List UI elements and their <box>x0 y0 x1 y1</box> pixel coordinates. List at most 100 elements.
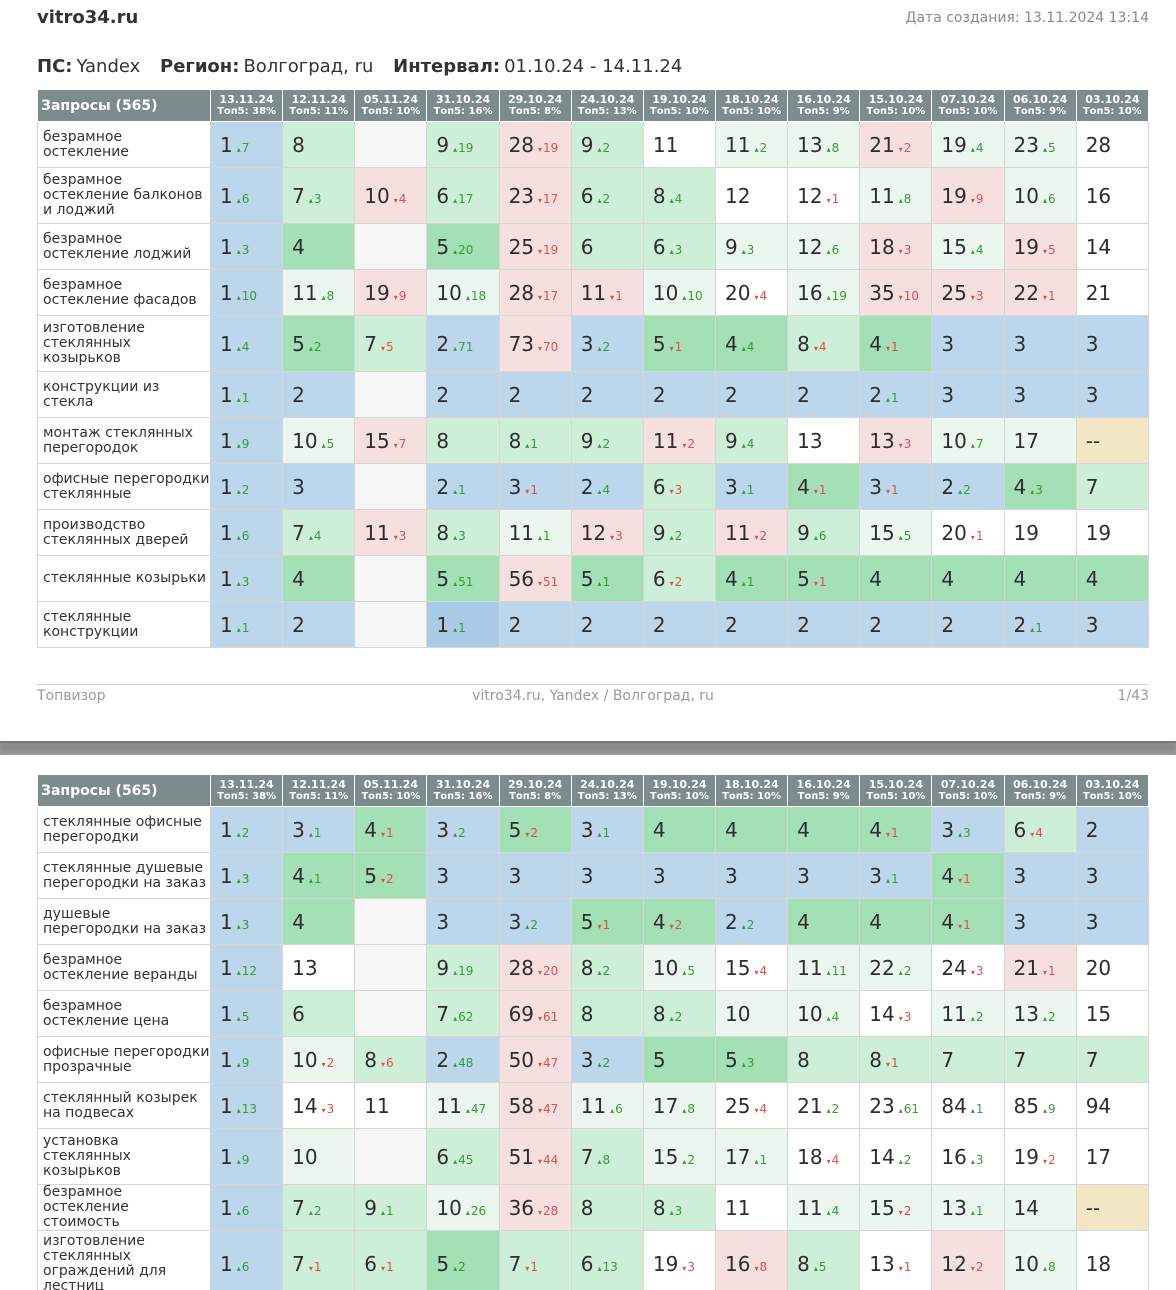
date-column-header[interactable]: 29.10.24 Топ5: 8% <box>498 774 572 807</box>
date-column-header[interactable]: 19.10.24 Топ5: 10% <box>642 774 716 807</box>
position-cell: 16 <box>209 167 284 224</box>
column-date: 24.10.24 <box>580 92 635 106</box>
date-column-header[interactable]: 16.10.24 Топ5: 9% <box>787 774 861 807</box>
date-column-header[interactable]: 31.10.24 Топ5: 16% <box>426 89 500 122</box>
table-row: стеклянные душевые перегородки на заказ 1… <box>37 852 1150 899</box>
created-date: Дата создания: 13.11.2024 13:14 <box>905 10 1149 26</box>
query-cell[interactable]: офисные перегородки прозрачные <box>37 1036 211 1083</box>
date-column-header[interactable]: 15.10.24 Топ5: 10% <box>859 774 933 807</box>
position-rise-delta: 61 <box>899 1102 919 1116</box>
report-page-1: vitro34.ru Дата создания: 13.11.2024 13:… <box>37 7 1150 704</box>
query-cell[interactable]: безрамное остекление лоджий <box>37 223 211 270</box>
query-cell[interactable]: безрамное остекление стоимость <box>37 1184 211 1231</box>
date-column-header[interactable]: 12.11.24 Топ5: 11% <box>282 89 356 122</box>
query-cell[interactable]: установка стеклянных козырьков <box>37 1128 211 1185</box>
position-value: 3 <box>1085 382 1099 407</box>
date-column-header[interactable]: 12.11.24 Топ5: 11% <box>282 774 356 807</box>
date-column-header[interactable]: 31.10.24 Топ5: 16% <box>426 774 500 807</box>
position-cell: 21 <box>426 463 500 510</box>
query-cell[interactable]: безрамное остекление фасадов <box>37 269 211 316</box>
position-drop-delta: 17 <box>538 289 558 303</box>
position-cell: 25 3 <box>931 269 1005 316</box>
query-cell[interactable]: безрамное остекление цена <box>37 990 211 1037</box>
date-column-header[interactable]: 07.10.24 Топ5: 10% <box>931 89 1005 122</box>
query-cell[interactable]: стеклянный козырек на подвесах <box>37 1082 211 1129</box>
date-column-header[interactable]: 29.10.24 Топ5: 8% <box>498 89 572 122</box>
date-column-header[interactable]: 05.11.24 Топ5: 10% <box>354 89 428 122</box>
position-value: 3 <box>869 474 882 499</box>
position-value: 2 <box>508 382 522 407</box>
position-drop-delta: 1 <box>309 1260 322 1274</box>
position-value: 2 <box>1085 817 1099 842</box>
date-column-header[interactable]: 16.10.24 Топ5: 9% <box>787 89 861 122</box>
position-rise-delta: 4 <box>971 243 984 257</box>
position-drop-delta: 6 <box>381 1056 394 1070</box>
position-cell: 41 <box>931 852 1005 899</box>
query-cell[interactable]: стеклянные офисные перегородки <box>37 806 211 853</box>
ps-label: ПС: <box>37 56 73 77</box>
position-value: 6 <box>1013 817 1027 842</box>
position-cell: 11 <box>354 1082 428 1129</box>
position-rise-delta: 2 <box>525 918 538 932</box>
date-column-header[interactable]: 24.10.24 Топ5: 13% <box>570 774 644 807</box>
date-column-header[interactable]: 15.10.24 Топ5: 10% <box>859 89 933 122</box>
date-column-header[interactable]: 24.10.24 Топ5: 13% <box>570 89 644 122</box>
position-cell: 4 <box>282 223 356 270</box>
date-column-header[interactable]: 06.10.24 Топ5: 9% <box>1003 774 1077 807</box>
position-cell: 53 <box>714 1036 789 1083</box>
query-cell[interactable]: стеклянные конструкции <box>37 601 211 648</box>
date-column-header[interactable]: 05.11.24 Топ5: 10% <box>354 774 428 807</box>
date-column-header[interactable]: 06.10.24 Топ5: 9% <box>1003 89 1077 122</box>
position-value: 6 <box>580 183 594 208</box>
position-cell: 78 <box>570 1128 644 1185</box>
query-cell[interactable]: безрамное остекление балконов и лоджий <box>37 167 211 224</box>
position-cell: 13 1 <box>931 1184 1005 1231</box>
table-header-row: Запросы (565) 13.11.24 Топ5: 38% 12.11.24 То… <box>37 774 1150 807</box>
position-cell: 4 <box>787 806 861 853</box>
position-value: 3 <box>797 863 810 888</box>
position-cell: 112 <box>714 509 789 556</box>
table-row: конструкции из стекла11222222221333 <box>37 371 1150 418</box>
queries-header[interactable]: Запросы (565) <box>37 774 211 807</box>
position-value: 2 <box>508 612 522 637</box>
date-column-header[interactable]: 18.10.24 Топ5: 10% <box>714 89 789 122</box>
date-column-header[interactable]: 03.10.24 Топ5: 10% <box>1075 774 1150 807</box>
queries-header[interactable]: Запросы (565) <box>37 89 211 122</box>
query-cell[interactable]: изготовление стеклянных ограждений для л… <box>37 1230 211 1290</box>
query-cell[interactable]: безрамное остекление <box>37 121 211 168</box>
position-cell: 21 <box>1075 269 1150 316</box>
position-cell: 16 <box>209 509 284 556</box>
position-cell: 2 <box>570 601 644 648</box>
query-cell[interactable]: производство стеклянных дверей <box>37 509 211 556</box>
query-cell[interactable]: стеклянные козырьки <box>37 555 211 602</box>
table-row: изготовление стеклянных ограждений для л… <box>37 1230 1150 1290</box>
position-value: 15 <box>364 428 390 453</box>
query-cell[interactable]: безрамное остекление веранды <box>37 944 211 991</box>
position-drop-delta: 1 <box>971 529 984 543</box>
query-cell[interactable]: душевые перегородки на заказ <box>37 898 211 945</box>
position-value: 21 <box>797 1093 823 1118</box>
query-cell[interactable]: офисные перегородки стеклянные <box>37 463 211 510</box>
position-value: 21 <box>869 132 895 157</box>
position-cell: 116 <box>570 1082 644 1129</box>
position-value: 3 <box>580 863 594 888</box>
date-column-header[interactable]: 13.11.24 Топ5: 38% <box>209 89 284 122</box>
date-column-header[interactable]: 19.10.24 Топ5: 10% <box>642 89 716 122</box>
position-value: 15 <box>652 1144 679 1169</box>
position-drop-delta: 5 <box>1043 243 1056 257</box>
column-date: 15.10.24 <box>868 92 923 106</box>
position-cell: 7 <box>1003 1036 1077 1083</box>
query-cell[interactable]: изготовление стеклянных козырьков <box>37 315 211 372</box>
query-cell[interactable]: конструкции из стекла <box>37 371 211 418</box>
date-column-header[interactable]: 13.11.24 Топ5: 38% <box>209 774 284 807</box>
date-column-header[interactable]: 18.10.24 Топ5: 10% <box>714 774 789 807</box>
position-cell: 3 <box>642 852 716 899</box>
date-column-header[interactable]: 07.10.24 Топ5: 10% <box>931 774 1005 807</box>
position-value: 3 <box>508 909 522 934</box>
query-cell[interactable]: монтаж стеклянных перегородок <box>37 417 211 464</box>
position-rise-delta: 1 <box>237 621 250 635</box>
date-column-header[interactable]: 03.10.24 Топ5: 10% <box>1075 89 1150 122</box>
position-cell: 92 <box>570 121 644 168</box>
position-rise-delta: 2 <box>827 1102 840 1116</box>
query-cell[interactable]: стеклянные душевые перегородки на заказ <box>37 852 211 899</box>
